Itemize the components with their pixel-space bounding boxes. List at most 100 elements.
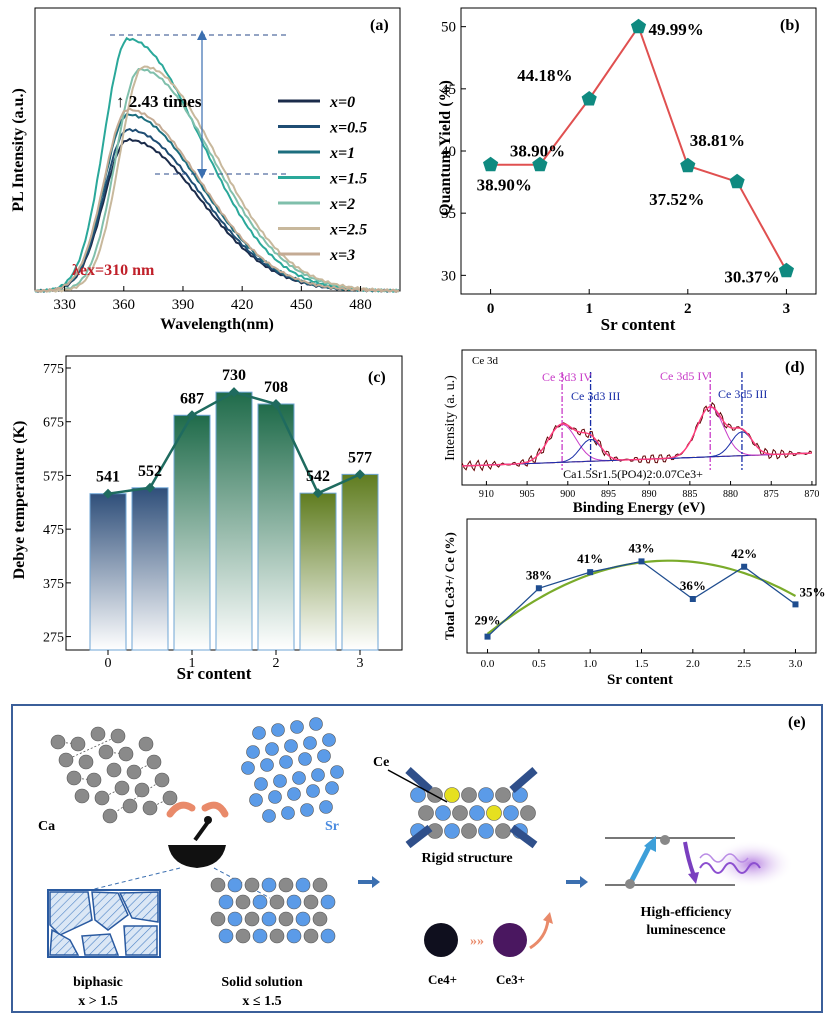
panel-a-legend: x=0 x=0.5 x=1 x=1.5 x=2 x=2.5 x=3 bbox=[278, 94, 367, 264]
debye-bar-1 bbox=[131, 487, 169, 651]
xtick-label: 450 bbox=[290, 297, 313, 313]
sr-atom bbox=[317, 749, 331, 763]
sr-atom bbox=[284, 739, 298, 753]
qy-point-0 bbox=[483, 156, 499, 172]
sr-atom bbox=[279, 755, 293, 769]
ca-atom bbox=[50, 734, 66, 750]
ytick-label: 375 bbox=[43, 577, 64, 592]
rigid-atom bbox=[444, 787, 460, 803]
solid-atom bbox=[235, 894, 251, 910]
solid-atom bbox=[295, 911, 311, 927]
solid-solution-label: Solid solution bbox=[221, 975, 303, 990]
ce3-label: Ce3+ bbox=[496, 972, 525, 987]
panel-b-plot: 38.90% 38.90% 44.18% 49.99% 38.81% 37.52% 30.3… bbox=[477, 18, 794, 287]
process-arrow-2 bbox=[566, 876, 588, 888]
rigid-atom bbox=[486, 805, 502, 821]
sr-lattice bbox=[241, 717, 344, 823]
panel-b: (b) 30 35 40 45 50 0 1 2 3 38.90% 38.90% 44.18% 49… bbox=[437, 7, 817, 334]
solid-atom bbox=[286, 894, 302, 910]
xtick-label: 480 bbox=[349, 297, 372, 313]
xtick-label: 3 bbox=[357, 656, 364, 671]
solid-solution-lattice bbox=[210, 877, 336, 944]
xtick-label: 1 bbox=[585, 301, 593, 317]
ca-atom bbox=[70, 736, 86, 752]
xtick-label: 890 bbox=[642, 489, 657, 500]
ca-atom bbox=[114, 780, 130, 796]
solid-atom bbox=[244, 911, 260, 927]
sr-atom bbox=[246, 745, 260, 759]
ca-atom bbox=[122, 798, 138, 814]
ca-atom bbox=[106, 762, 122, 778]
xps-raw bbox=[461, 402, 813, 472]
ce3-ion-icon bbox=[493, 923, 527, 957]
panel-b-xticks: 0 1 2 3 bbox=[487, 289, 790, 317]
panel-d-ratio-frame bbox=[466, 518, 817, 654]
xtick-label: 2.0 bbox=[686, 658, 700, 670]
xtick-label: 0.5 bbox=[532, 658, 546, 670]
solid-atom bbox=[320, 894, 336, 910]
qy-label-3: 49.99% bbox=[649, 20, 704, 39]
qy-point-1 bbox=[532, 156, 548, 172]
panel-a: (a) ↑ 2.43 times λex=310 nm x=0x=0.5x=1x… bbox=[10, 7, 401, 333]
solid-atom bbox=[227, 877, 243, 893]
panel-a-arrow-up bbox=[197, 30, 207, 40]
chevron-arrow-icon: »» bbox=[470, 934, 484, 949]
legend-label-2: x=1 bbox=[329, 145, 355, 162]
debye-bar-3 bbox=[215, 391, 253, 651]
panel-b-xlabel: Sr content bbox=[601, 315, 676, 334]
rigid-atom bbox=[469, 805, 485, 821]
solid-atom bbox=[303, 928, 319, 944]
debye-bar-6 bbox=[341, 473, 379, 651]
ca-atom bbox=[138, 736, 154, 752]
result-line-1: High-efficiency bbox=[641, 905, 732, 920]
ca-atom bbox=[94, 790, 110, 806]
panel-b-ylabel: Quantum Yield (%) bbox=[437, 80, 454, 216]
sr-atom bbox=[298, 752, 312, 766]
debye-label-4: 708 bbox=[264, 379, 288, 396]
sr-atom bbox=[292, 771, 306, 785]
panel-a-ylabel: PL Intensity (a.u.) bbox=[10, 88, 27, 212]
ca-atom bbox=[154, 772, 170, 788]
curved-arrow-icon bbox=[529, 919, 550, 950]
panel-d-corner: Ce 3d bbox=[472, 355, 498, 367]
panel-a-annotation: ↑ 2.43 times bbox=[116, 92, 202, 111]
xps-fit bbox=[461, 405, 812, 467]
biphasic-grain-icon bbox=[47, 889, 161, 958]
ytick-label: 40 bbox=[441, 144, 456, 160]
sr-atom bbox=[268, 790, 282, 804]
ratio-point-1 bbox=[535, 585, 542, 592]
solid-atom bbox=[252, 894, 268, 910]
sr-atom bbox=[260, 758, 274, 772]
ratio-label-2: 41% bbox=[577, 551, 603, 566]
solid-atom bbox=[312, 911, 328, 927]
rigid-atom bbox=[435, 805, 451, 821]
sr-atom bbox=[325, 781, 339, 795]
ratio-label-3: 43% bbox=[629, 540, 655, 555]
ca-atom bbox=[146, 754, 162, 770]
panel-c-ylabel: Debye temperature (K) bbox=[11, 421, 28, 580]
panel-a-arrow-down bbox=[197, 169, 207, 179]
biphasic-label: biphasic bbox=[73, 975, 123, 990]
panel-e-frame bbox=[11, 704, 823, 1013]
ytick-label: 45 bbox=[441, 82, 456, 98]
qy-point-5 bbox=[729, 173, 745, 189]
qy-label-5: 37.52% bbox=[649, 190, 704, 209]
debye-point-3 bbox=[229, 387, 239, 398]
ratio-label-5: 42% bbox=[731, 546, 757, 561]
xtick-label: 1 bbox=[189, 656, 196, 671]
legend-label-1: x=0.5 bbox=[329, 120, 367, 137]
panel-d-lower-xlabel: Sr content bbox=[607, 672, 673, 688]
qy-point-4 bbox=[680, 157, 696, 173]
panel-b-yticks: 30 35 40 45 50 bbox=[441, 20, 466, 284]
sr-atom bbox=[273, 774, 287, 788]
ca-atom bbox=[118, 746, 134, 762]
debye-point-5 bbox=[313, 488, 323, 499]
xtick-label: 1.5 bbox=[635, 658, 649, 670]
rigid-atom bbox=[495, 787, 511, 803]
panel-a-excitation: λex=310 nm bbox=[72, 262, 155, 279]
solid-atom bbox=[269, 928, 285, 944]
solid-atom bbox=[312, 877, 328, 893]
rigid-atom bbox=[478, 787, 494, 803]
ce-pointer bbox=[387, 769, 448, 803]
